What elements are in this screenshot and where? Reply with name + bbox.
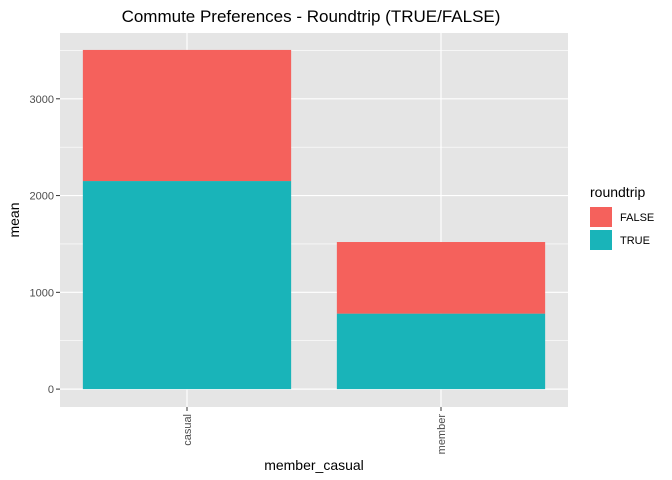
bars-layer xyxy=(82,49,546,390)
legend-items: FALSE TRUE xyxy=(590,207,654,250)
y-axis-title: mean xyxy=(6,202,22,237)
y-tick-label: 1000 xyxy=(30,287,54,299)
y-tick-label: 0 xyxy=(48,384,54,396)
y-tick-label: 3000 xyxy=(30,94,54,106)
x-axis-title: member_casual xyxy=(264,457,364,473)
bar-member-false xyxy=(336,242,546,314)
legend: roundtrip FALSE TRUE xyxy=(590,184,654,250)
ticks-layer: 0 1000 2000 3000 casual member xyxy=(30,94,448,455)
legend-label-true: TRUE xyxy=(620,235,650,247)
legend-swatch-false xyxy=(590,207,612,227)
bar-casual-false xyxy=(82,49,292,182)
legend-swatch-true xyxy=(590,230,612,250)
y-tick-label: 2000 xyxy=(30,191,54,203)
legend-label-false: FALSE xyxy=(620,212,654,224)
chart-title: Commute Preferences - Roundtrip (TRUE/FA… xyxy=(122,7,501,26)
bar-member-true xyxy=(336,313,546,390)
legend-title: roundtrip xyxy=(590,184,645,200)
x-tick-label: casual xyxy=(182,414,194,446)
x-tick-label: member xyxy=(436,414,448,455)
bar-casual-true xyxy=(82,181,292,390)
